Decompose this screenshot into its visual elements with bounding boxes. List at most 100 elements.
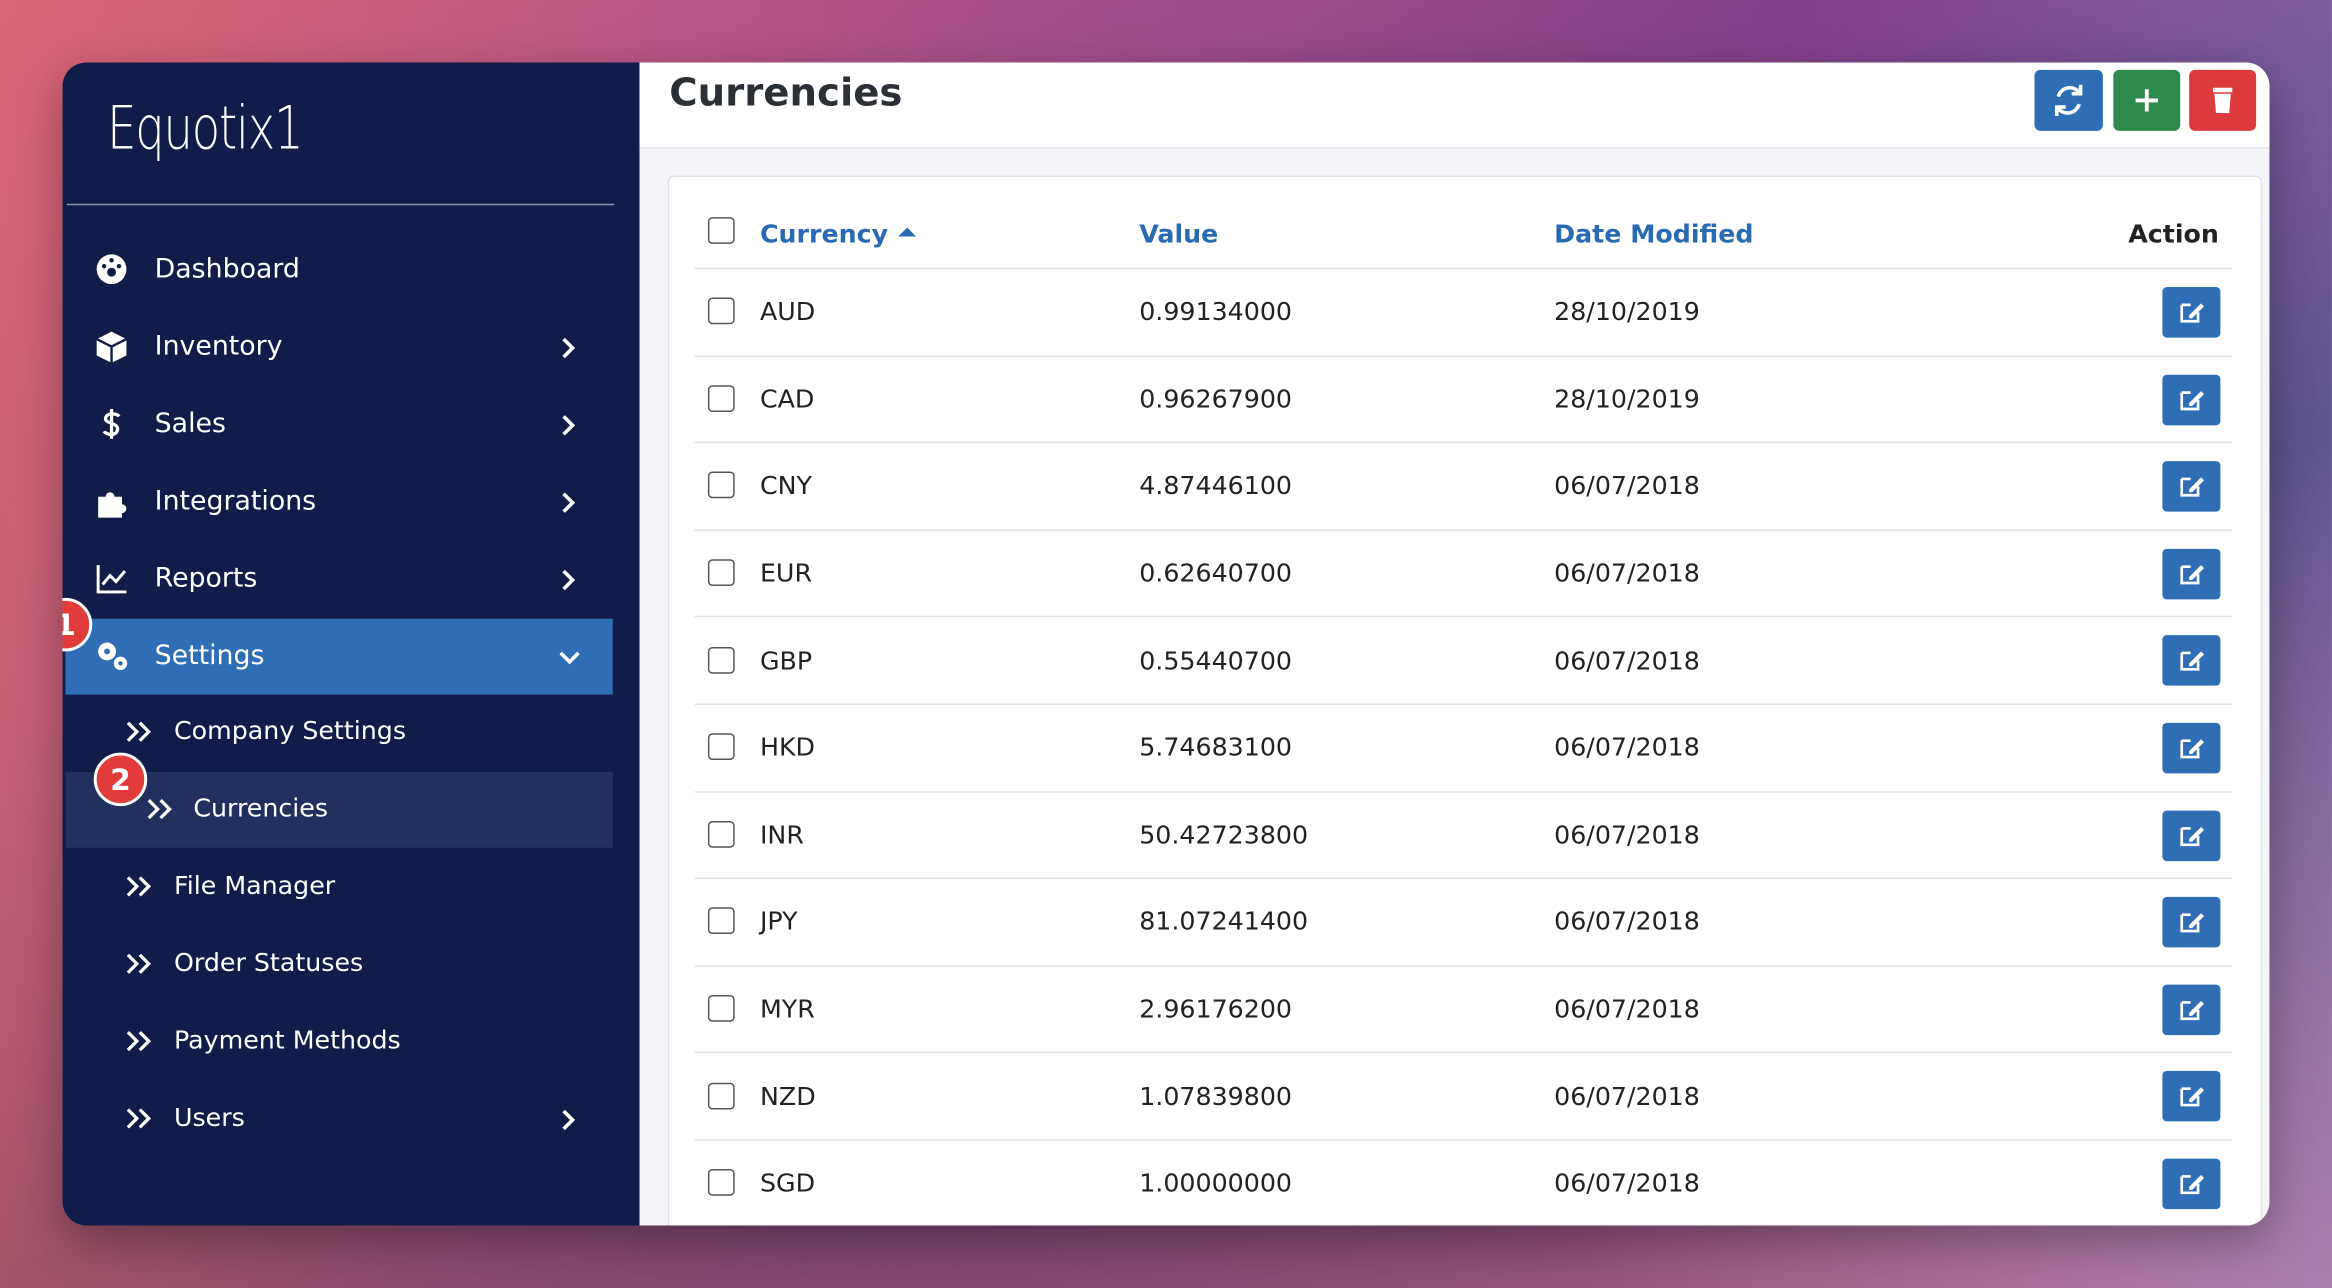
table-cell: GBP bbox=[759, 646, 813, 677]
edit-button[interactable] bbox=[2162, 984, 2221, 1035]
checkbox[interactable] bbox=[707, 217, 735, 244]
edit-button[interactable] bbox=[2162, 809, 2221, 861]
column-header[interactable]: Value bbox=[1139, 220, 1219, 250]
edit-button[interactable] bbox=[2162, 897, 2221, 948]
checkbox[interactable] bbox=[707, 646, 735, 674]
table-cell: 0.55440700 bbox=[1139, 646, 1293, 677]
divider bbox=[66, 203, 615, 206]
refresh-button[interactable] bbox=[2034, 69, 2103, 131]
add-button[interactable] bbox=[2113, 69, 2181, 131]
checkbox[interactable] bbox=[707, 559, 735, 587]
table-row: HKD 5.74683100 06/07/2018 bbox=[694, 703, 2233, 792]
nav-label: Dashboard bbox=[154, 253, 300, 285]
nav-label: Reports bbox=[154, 562, 258, 595]
checkbox[interactable] bbox=[707, 733, 735, 761]
table-cell: 06/07/2018 bbox=[1554, 646, 1700, 677]
table-cell: 50.42723800 bbox=[1139, 820, 1309, 851]
chevron bbox=[562, 569, 576, 590]
table-cell: JPY bbox=[759, 907, 798, 938]
subnav-item[interactable]: Users bbox=[65, 1081, 612, 1157]
double-chevron bbox=[126, 1107, 152, 1128]
checkbox[interactable] bbox=[707, 385, 735, 412]
subnav-item[interactable]: File Manager bbox=[65, 849, 612, 925]
chevron bbox=[562, 1109, 576, 1130]
subnav-label: Payment Methods bbox=[174, 1026, 401, 1056]
edit-button[interactable] bbox=[2162, 722, 2221, 774]
checkbox[interactable] bbox=[707, 472, 735, 499]
checkbox[interactable] bbox=[707, 907, 735, 935]
table-cell: 0.99134000 bbox=[1139, 297, 1293, 328]
edit-button[interactable] bbox=[2162, 548, 2221, 600]
table-cell: CNY bbox=[759, 472, 812, 502]
nav-item[interactable]: Sales bbox=[65, 386, 612, 462]
step-badge: 2 bbox=[93, 752, 148, 807]
subnav-label: File Manager bbox=[174, 871, 336, 902]
sort-caret bbox=[898, 227, 917, 237]
table-cell: EUR bbox=[759, 559, 813, 590]
edit-button[interactable] bbox=[2162, 461, 2221, 512]
chevron bbox=[562, 491, 576, 513]
table-row: AUD 0.99134000 28/10/2019 bbox=[694, 267, 2233, 357]
column-header[interactable]: Currency bbox=[760, 220, 917, 250]
checkbox[interactable] bbox=[707, 820, 735, 848]
edit-button[interactable] bbox=[2162, 1071, 2221, 1123]
nav-icon bbox=[98, 641, 128, 670]
delete-button[interactable] bbox=[2189, 69, 2257, 131]
table-cell: AUD bbox=[759, 297, 816, 328]
nav-label: Integrations bbox=[154, 485, 317, 517]
double-chevron bbox=[126, 1030, 152, 1051]
table-row: NZD 1.07839800 06/07/2018 bbox=[694, 1052, 2233, 1141]
subnav-item[interactable]: Order Statuses bbox=[65, 926, 612, 1002]
subnav-item[interactable]: Currencies bbox=[65, 771, 613, 848]
table-row: CNY 4.87446100 06/07/2018 bbox=[694, 442, 2233, 531]
edit-icon bbox=[2180, 652, 2205, 672]
subnav-item[interactable]: Company Settings bbox=[65, 694, 612, 770]
table-row: SGD 1.00000000 06/07/2018 bbox=[694, 1139, 2233, 1225]
page-title: Currencies bbox=[669, 71, 903, 117]
subnav-label: Currencies bbox=[193, 794, 329, 824]
edit-button[interactable] bbox=[2162, 287, 2221, 338]
edit-button[interactable] bbox=[2162, 374, 2221, 425]
table-row: GBP 0.55440700 06/07/2018 bbox=[694, 616, 2233, 705]
subnav-label: Order Statuses bbox=[174, 948, 364, 979]
edit-icon bbox=[2180, 1087, 2205, 1107]
table-cell: NZD bbox=[759, 1082, 816, 1113]
delete-icon bbox=[2212, 87, 2233, 114]
checkbox[interactable] bbox=[707, 995, 735, 1022]
double-chevron bbox=[126, 875, 152, 896]
edit-icon bbox=[2180, 913, 2205, 933]
checkbox[interactable] bbox=[707, 1169, 735, 1197]
table-cell: 0.96267900 bbox=[1139, 385, 1293, 415]
checkbox[interactable] bbox=[707, 1082, 735, 1110]
table-cell: 06/07/2018 bbox=[1554, 733, 1700, 764]
subnav-item[interactable]: Payment Methods bbox=[65, 1003, 612, 1079]
checkbox[interactable] bbox=[707, 297, 735, 325]
table-cell: 2.96176200 bbox=[1139, 995, 1293, 1025]
edit-icon bbox=[2180, 564, 2205, 585]
double-chevron bbox=[147, 798, 172, 819]
table-cell: 28/10/2019 bbox=[1554, 385, 1700, 415]
nav-item[interactable]: Reports bbox=[65, 541, 612, 617]
edit-icon bbox=[2180, 739, 2205, 759]
refresh-icon bbox=[2055, 84, 2083, 117]
nav-item[interactable]: Dashboard bbox=[65, 231, 612, 307]
logo: Equotix1 bbox=[107, 95, 304, 164]
table-header: Currency Value Date Modified Action bbox=[669, 192, 2260, 278]
nav-item[interactable]: Settings bbox=[65, 617, 613, 694]
nav-icon bbox=[98, 491, 127, 517]
table-cell: 4.87446100 bbox=[1139, 472, 1293, 502]
nav-item[interactable]: Integrations bbox=[65, 463, 612, 539]
table-cell: HKD bbox=[759, 733, 816, 764]
double-chevron bbox=[126, 720, 152, 742]
edit-button[interactable] bbox=[2162, 635, 2221, 687]
nav-label: Inventory bbox=[154, 330, 283, 363]
table-cell: 5.74683100 bbox=[1139, 733, 1293, 764]
table-cell: 81.07241400 bbox=[1139, 907, 1309, 938]
edit-button[interactable] bbox=[2162, 1158, 2221, 1210]
column-header[interactable]: Date Modified bbox=[1554, 220, 1754, 250]
nav-item[interactable]: Inventory bbox=[65, 309, 612, 385]
table-cell: 0.62640700 bbox=[1139, 559, 1293, 590]
table-cell: 28/10/2019 bbox=[1554, 297, 1700, 328]
